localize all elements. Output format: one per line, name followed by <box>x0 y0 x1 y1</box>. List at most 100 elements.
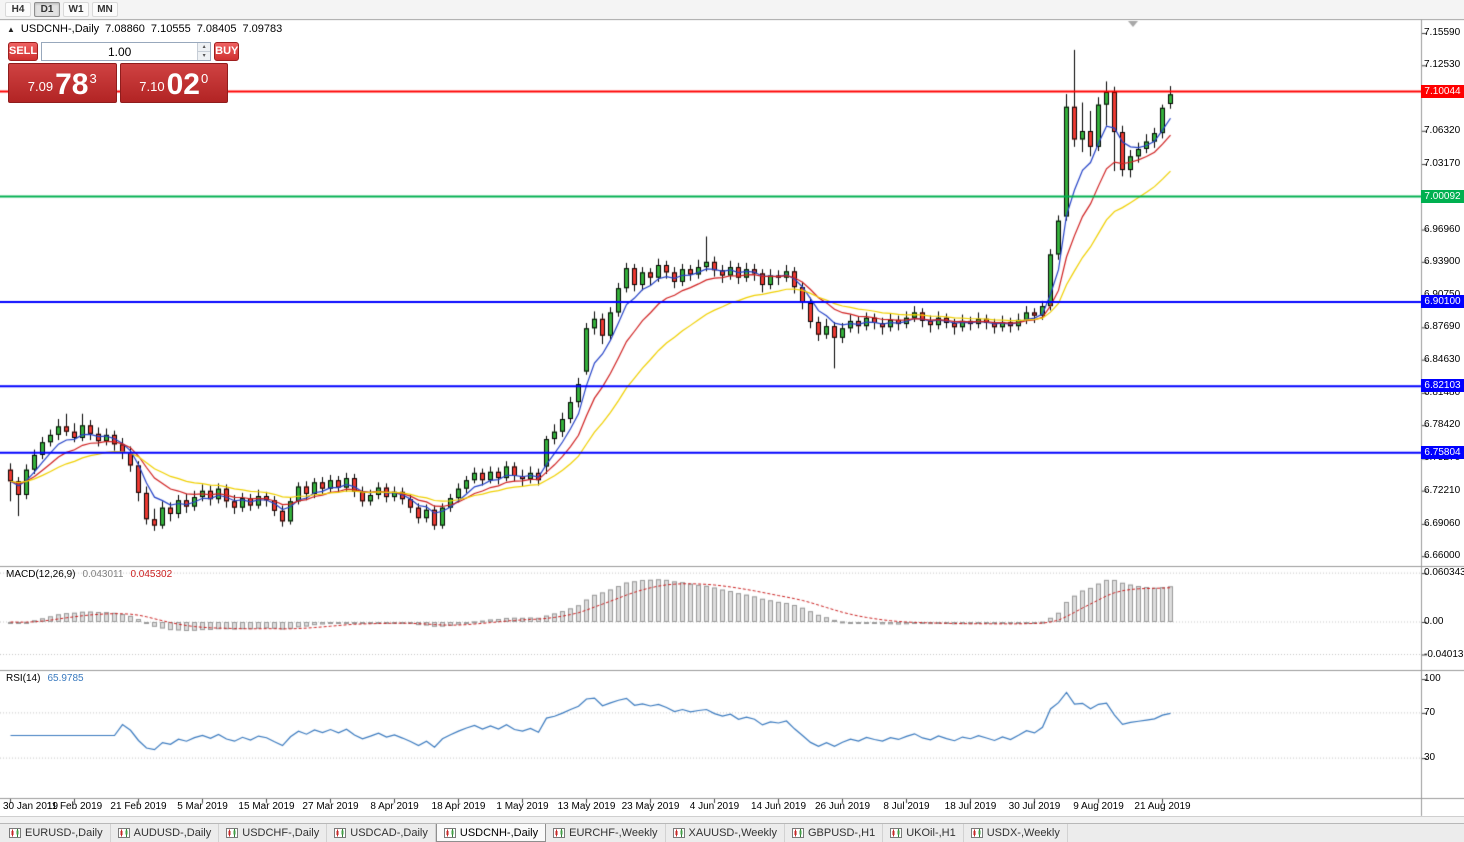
chart-tab-label: USDX-,Weekly <box>986 827 1060 839</box>
chart-tab[interactable]: AUDUSD-,Daily <box>111 824 220 842</box>
sell-price-prefix: 7.09 <box>27 79 54 94</box>
sell-price-box[interactable]: 7.09 78 3 <box>8 63 117 103</box>
date-axis-label: 14 Jun 2019 <box>750 801 807 812</box>
ohlc-low-value: 7.08405 <box>196 23 237 35</box>
price-axis-label: 6.78420 <box>1424 419 1461 431</box>
volume-input[interactable] <box>42 43 198 60</box>
macd-indicator-label: MACD(12,26,9) 0.043011 0.045302 <box>6 569 172 580</box>
date-axis-label: 1 May 2019 <box>496 801 549 812</box>
chart-tab[interactable]: UKOil-,H1 <box>883 824 964 842</box>
timeframe-toolbar: H4 D1 W1 MN <box>0 0 1464 18</box>
price-level-badge: 6.75804 <box>1421 445 1464 459</box>
timeframe-button-mn[interactable]: MN <box>92 1 118 17</box>
buy-price-point: 0 <box>200 71 209 86</box>
candlestick-chart-icon <box>553 828 566 838</box>
candlestick-chart-icon <box>443 827 456 838</box>
rsi-axis-label: 70 <box>1424 706 1436 718</box>
price-level-badge: 7.10044 <box>1421 84 1464 98</box>
chart-tab[interactable]: USDX-,Weekly <box>964 824 1068 842</box>
chart-tab[interactable]: USDCAD-,Daily <box>327 824 436 842</box>
trade-panel-top-row: SELL ▴ ▾ BUY <box>8 42 240 61</box>
volume-decrease-button[interactable]: ▾ <box>198 51 211 60</box>
timeframe-button-h4[interactable]: H4 <box>5 1 31 17</box>
chart-tab[interactable]: USDCHF-,Daily <box>219 824 328 842</box>
volume-spinner: ▴ ▾ <box>197 43 211 60</box>
chart-symbol-label: USDCNH-,Daily <box>20 23 100 35</box>
rsi-indicator-label: RSI(14) 65.9785 <box>6 673 84 684</box>
price-axis-label: 6.96960 <box>1424 223 1461 235</box>
date-axis-label: 18 Apr 2019 <box>431 801 486 812</box>
candlestick-chart-icon <box>970 828 983 838</box>
price-axis-label: 6.84630 <box>1424 353 1461 365</box>
candlestick-chart-icon <box>334 828 347 838</box>
buy-price-box[interactable]: 7.10 02 0 <box>119 63 228 103</box>
collapse-trade-panel-icon[interactable]: ▲ <box>7 24 15 34</box>
sell-button[interactable]: SELL <box>8 42 39 61</box>
date-axis-label: 27 Mar 2019 <box>302 801 359 812</box>
date-axis-label: 9 Aug 2019 <box>1073 801 1124 812</box>
price-axis-label: 6.93900 <box>1424 255 1461 267</box>
chart-tabs-bar: EURUSD-,Daily AUDUSD-,Daily USDCHF-,Daily U… <box>0 823 1464 842</box>
macd-title: MACD(12,26,9) <box>6 569 76 580</box>
chart-tab-label: USDCNH-,Daily <box>459 826 539 839</box>
price-axis-label: 7.15590 <box>1424 27 1461 38</box>
sell-price-point: 3 <box>89 71 97 86</box>
buy-price-pips: 02 <box>166 68 200 101</box>
date-axis-label: 18 Jul 2019 <box>944 801 997 812</box>
chart-tab-label: GBPUSD-,H1 <box>807 827 876 839</box>
rsi-axis-label: 100 <box>1424 673 1441 684</box>
date-axis-label: 26 Jun 2019 <box>814 801 871 812</box>
chart-tab[interactable]: XAUUSD-,Weekly <box>666 824 785 842</box>
price-axis-label: 6.72210 <box>1424 484 1461 496</box>
date-axis-label: 11 Feb 2019 <box>46 801 103 812</box>
timeframe-button-w1[interactable]: W1 <box>63 1 89 17</box>
chart-tab[interactable]: USDCNH-,Daily <box>435 824 547 842</box>
trade-panel-price-row: 7.09 78 3 7.10 02 0 <box>8 63 228 103</box>
sell-price-pips: 78 <box>55 68 89 101</box>
price-axis-label: 6.81480 <box>1424 386 1461 398</box>
candlestick-chart-icon <box>890 828 903 838</box>
chart-title: ▲ USDCNH-,Daily 7.08860 7.10555 7.08405 … <box>7 23 282 35</box>
price-axis-label: 7.12530 <box>1424 59 1461 71</box>
date-axis-label: 8 Apr 2019 <box>370 801 419 812</box>
chart-tab-label: USDCHF-,Daily <box>242 827 320 839</box>
date-axis-label: 21 Aug 2019 <box>1134 801 1191 812</box>
buy-price-prefix: 7.10 <box>139 79 165 94</box>
candlestick-chart-icon <box>9 828 21 838</box>
candlestick-chart-icon <box>117 828 130 838</box>
volume-increase-button[interactable]: ▴ <box>198 43 211 51</box>
macd-main-value: 0.043011 <box>82 569 124 580</box>
chart-tab-label: UKOil-,H1 <box>906 827 956 839</box>
chart-tab[interactable]: GBPUSD-,H1 <box>785 824 884 842</box>
chart-tab-label: USDCAD-,Daily <box>350 827 428 839</box>
price-axis: 7.15590 7.12530 7.06320 7.03170 6.96960 6.939… <box>1421 0 1464 820</box>
price-axis-label: 7.03170 <box>1424 158 1461 170</box>
one-click-trading-panel: SELL ▴ ▾ BUY 7.09 78 3 7.10 02 0 <box>8 42 240 103</box>
chart-tab-label: XAUUSD-,Weekly <box>688 827 777 839</box>
ohlc-high-value: 7.10555 <box>150 23 191 35</box>
price-axis-label: 6.87690 <box>1424 321 1461 333</box>
buy-button[interactable]: BUY <box>214 42 240 61</box>
price-axis-label: 6.69060 <box>1424 517 1461 529</box>
price-axis-label: 6.90750 <box>1424 289 1460 300</box>
date-axis-label: 21 Feb 2019 <box>110 801 167 812</box>
chart-tab-label: EURCHF-,Weekly <box>569 827 658 839</box>
date-axis-label: 13 May 2019 <box>557 801 616 812</box>
horizontal-scrollbar[interactable] <box>0 816 1464 823</box>
timeframe-button-d1[interactable]: D1 <box>34 1 60 17</box>
date-axis-label: 15 Mar 2019 <box>238 801 295 812</box>
price-level-badge: 7.00092 <box>1421 189 1464 203</box>
price-level-badge: 6.82103 <box>1421 379 1464 393</box>
chart-tab[interactable]: EURUSD-,Daily <box>2 824 111 842</box>
macd-signal-value: 0.045302 <box>130 569 173 580</box>
rsi-title: RSI(14) <box>6 673 41 684</box>
date-axis-label: 23 May 2019 <box>621 801 680 812</box>
ohlc-open-value: 7.08860 <box>105 23 145 35</box>
candlestick-chart-icon <box>791 828 804 838</box>
chart-tab[interactable]: EURCHF-,Weekly <box>546 824 666 842</box>
price-level-badge: 6.90100 <box>1421 294 1464 308</box>
date-axis-label: 5 Mar 2019 <box>177 801 228 812</box>
rsi-value: 65.9785 <box>47 673 84 684</box>
